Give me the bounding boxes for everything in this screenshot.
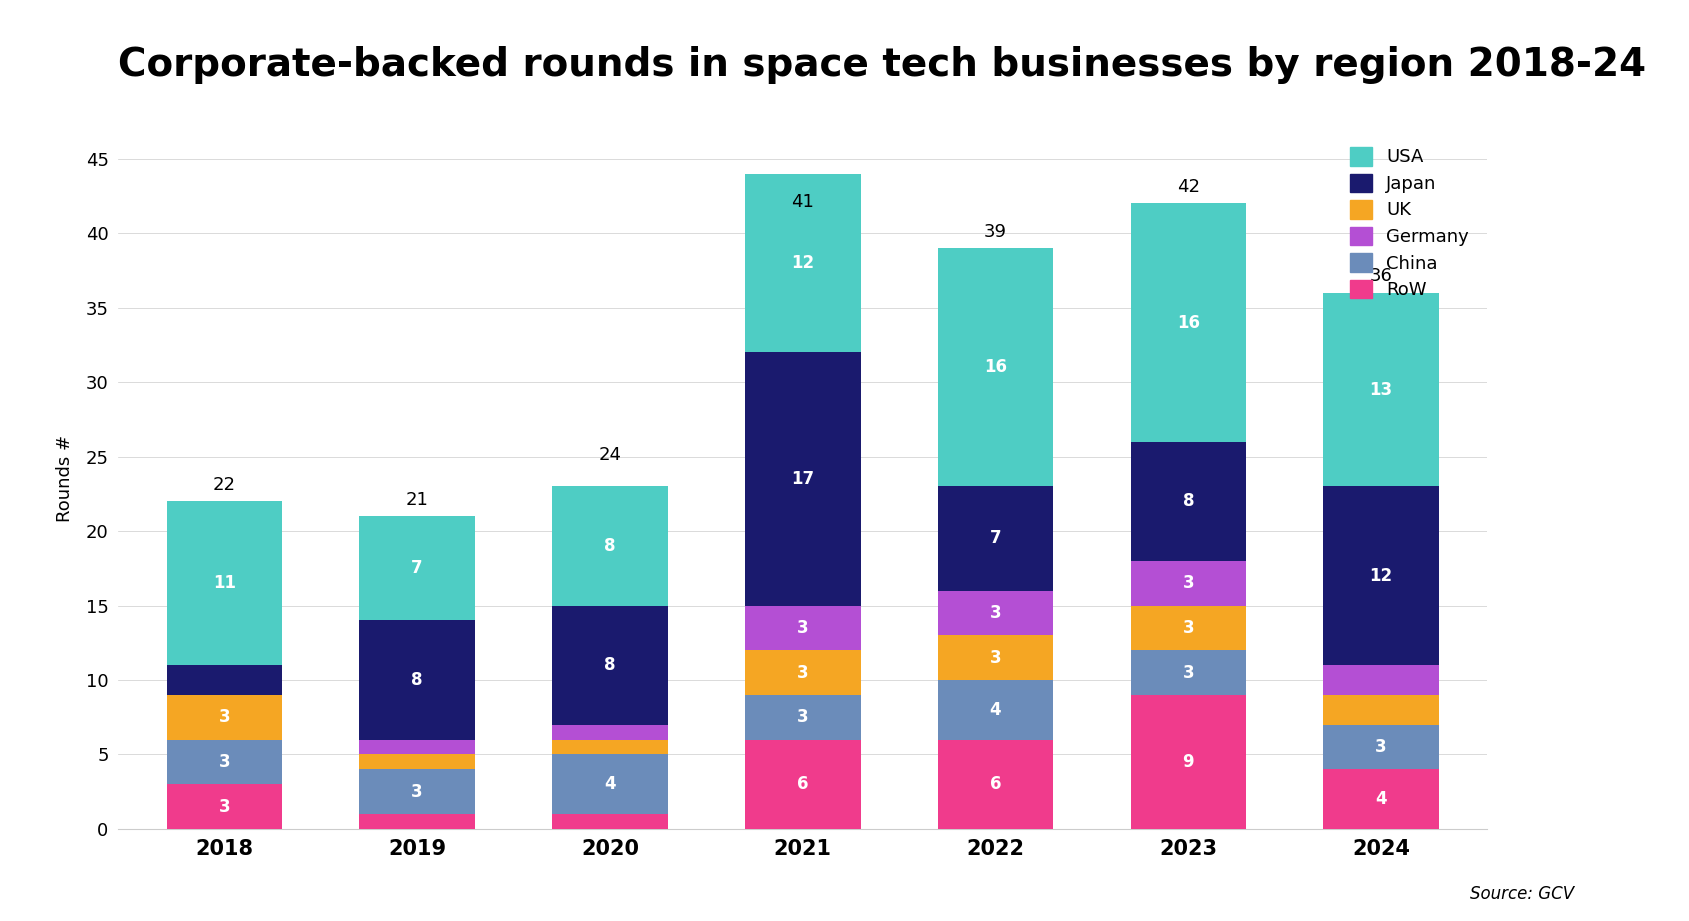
Text: 3: 3 xyxy=(218,752,230,771)
Bar xyxy=(360,740,475,754)
Text: 17: 17 xyxy=(790,470,814,488)
Bar xyxy=(745,605,860,650)
Text: 3: 3 xyxy=(1182,574,1194,592)
Text: 7: 7 xyxy=(410,559,422,577)
Text: 4: 4 xyxy=(990,701,1002,718)
Bar xyxy=(745,740,860,829)
Bar xyxy=(1322,486,1437,665)
Bar xyxy=(1130,442,1245,561)
Text: 3: 3 xyxy=(410,783,422,800)
Text: 3: 3 xyxy=(1375,738,1387,756)
Bar xyxy=(1130,650,1245,694)
Bar xyxy=(745,650,860,694)
Bar xyxy=(552,486,667,605)
Text: Source: GCV: Source: GCV xyxy=(1469,884,1574,903)
Text: 9: 9 xyxy=(1182,752,1194,771)
Text: 8: 8 xyxy=(605,656,615,674)
Text: 3: 3 xyxy=(1182,619,1194,636)
Text: 3: 3 xyxy=(990,648,1002,667)
Text: 8: 8 xyxy=(1182,492,1194,510)
Text: 8: 8 xyxy=(605,537,615,555)
Bar xyxy=(1322,293,1437,486)
Text: 24: 24 xyxy=(598,446,622,464)
Text: 16: 16 xyxy=(1176,313,1199,332)
Bar xyxy=(937,680,1052,740)
Text: 3: 3 xyxy=(218,798,230,816)
Bar xyxy=(552,605,667,725)
Text: 3: 3 xyxy=(1182,663,1194,682)
Bar xyxy=(937,740,1052,829)
Bar xyxy=(1130,561,1245,605)
Text: 7: 7 xyxy=(990,530,1002,547)
Text: 3: 3 xyxy=(797,619,807,636)
Text: 3: 3 xyxy=(218,708,230,726)
Bar xyxy=(167,665,282,694)
Bar xyxy=(937,248,1052,486)
Text: 41: 41 xyxy=(790,192,814,211)
Text: 13: 13 xyxy=(1368,380,1392,399)
Text: 3: 3 xyxy=(797,708,807,726)
Text: 12: 12 xyxy=(790,254,814,272)
Bar xyxy=(167,740,282,784)
Text: 6: 6 xyxy=(797,775,807,793)
Bar xyxy=(745,353,860,605)
Bar xyxy=(1130,694,1245,829)
Bar xyxy=(167,694,282,740)
Bar xyxy=(937,635,1052,680)
Text: Corporate-backed rounds in space tech businesses by region 2018-24: Corporate-backed rounds in space tech bu… xyxy=(118,46,1645,84)
Y-axis label: Rounds #: Rounds # xyxy=(56,436,74,522)
Text: 4: 4 xyxy=(603,775,615,793)
Bar xyxy=(360,769,475,814)
Text: 22: 22 xyxy=(213,476,236,494)
Bar xyxy=(937,590,1052,635)
Bar xyxy=(552,725,667,740)
Bar xyxy=(552,754,667,814)
Text: 3: 3 xyxy=(990,604,1002,622)
Bar xyxy=(552,814,667,829)
Bar xyxy=(552,740,667,754)
Legend: USA, Japan, UK, Germany, China, RoW: USA, Japan, UK, Germany, China, RoW xyxy=(1341,138,1478,309)
Bar xyxy=(937,486,1052,590)
Bar xyxy=(360,814,475,829)
Bar xyxy=(167,501,282,665)
Bar xyxy=(1322,769,1437,829)
Text: 8: 8 xyxy=(410,671,422,689)
Bar xyxy=(1322,725,1437,769)
Bar xyxy=(1322,694,1437,725)
Text: 6: 6 xyxy=(990,775,1000,793)
Text: 4: 4 xyxy=(1375,790,1387,808)
Text: 12: 12 xyxy=(1368,566,1392,585)
Text: 21: 21 xyxy=(405,491,429,508)
Bar xyxy=(745,694,860,740)
Bar xyxy=(1130,204,1245,442)
Bar xyxy=(360,754,475,769)
Text: 36: 36 xyxy=(1368,267,1392,286)
Text: 11: 11 xyxy=(213,574,236,592)
Bar xyxy=(745,174,860,353)
Text: 16: 16 xyxy=(983,358,1007,376)
Bar xyxy=(1130,605,1245,650)
Text: 42: 42 xyxy=(1176,178,1199,196)
Text: 3: 3 xyxy=(797,663,807,682)
Bar xyxy=(167,784,282,829)
Bar xyxy=(360,516,475,621)
Text: 39: 39 xyxy=(983,223,1007,240)
Bar xyxy=(1322,665,1437,694)
Bar xyxy=(360,621,475,740)
